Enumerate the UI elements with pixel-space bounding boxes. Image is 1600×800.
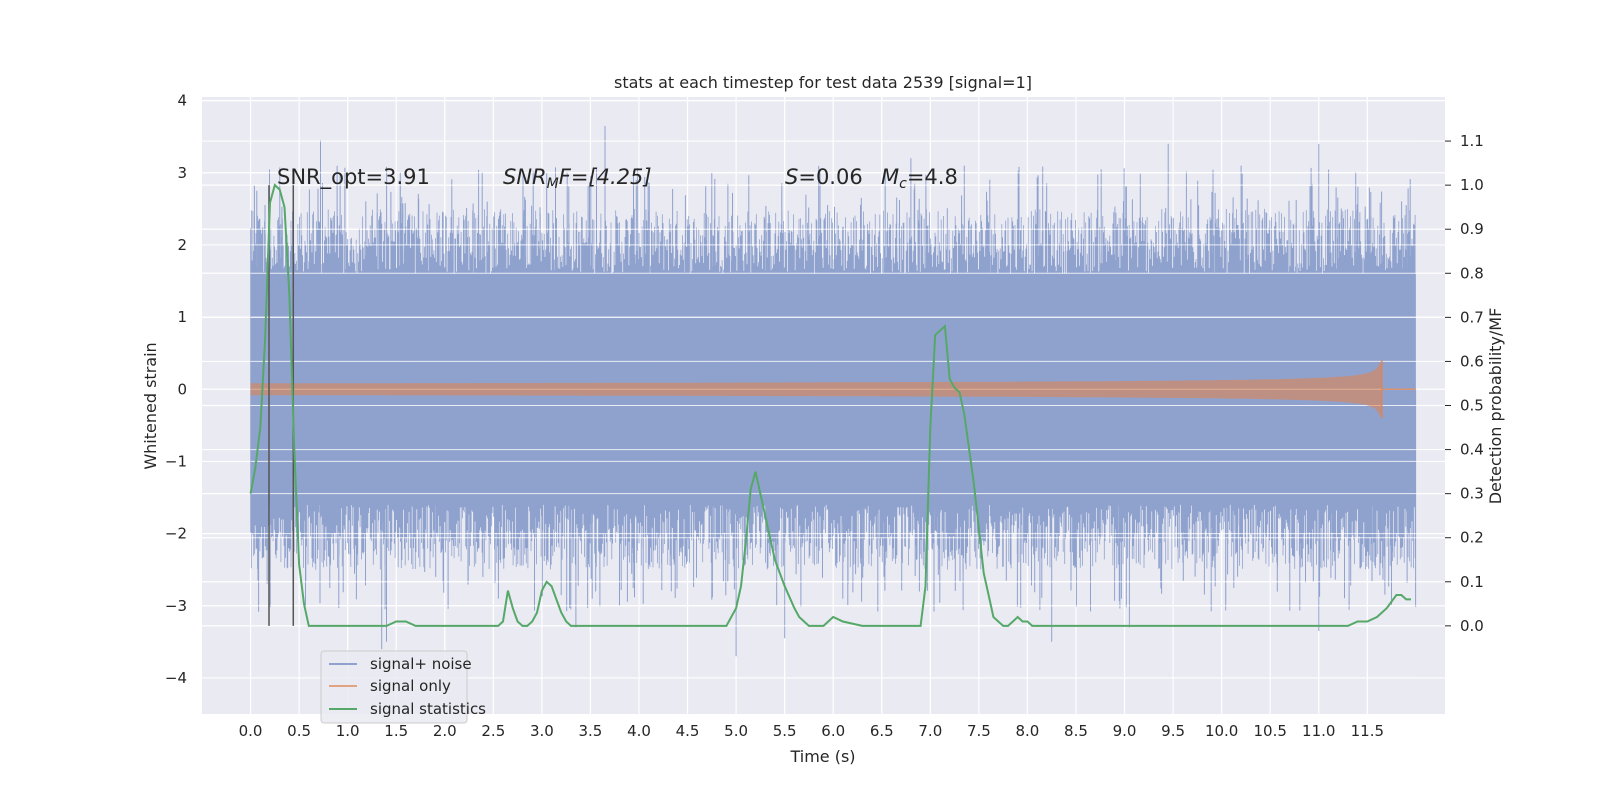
- s-label: S: [785, 165, 798, 189]
- x-tick-label: 3.5: [579, 722, 603, 740]
- x-tick-labels: 0.0 0.5 1.0 1.5 2.0 2.5 3.0 3.5 4.0 4.5 5.0 5.5 6.0 6…: [239, 722, 1384, 740]
- legend-label-signal-statistics: signal statistics: [370, 700, 486, 718]
- mc-label: M: [881, 165, 899, 189]
- mc-value: =4.8: [907, 165, 958, 189]
- x-tick-label: 7.0: [918, 722, 942, 740]
- chart-title: stats at each timestep for test data 253…: [614, 73, 1032, 92]
- x-tick-label: 2.0: [433, 722, 457, 740]
- annotation-s: S=0.06: [785, 165, 863, 189]
- x-tick-label: 4.5: [676, 722, 700, 740]
- x-tick-label: 5.0: [724, 722, 748, 740]
- x-tick-label: 1.0: [336, 722, 360, 740]
- y-right-tick-label: 0.3: [1460, 485, 1484, 503]
- legend-label-signal-only: signal only: [370, 677, 451, 695]
- y-axis-label-right: Detection probability/MF: [1486, 308, 1505, 505]
- x-tick-label: 7.5: [967, 722, 991, 740]
- y-right-tick-label: 0.1: [1460, 573, 1484, 591]
- snr-mf-f: F=[4.25]: [559, 165, 652, 189]
- x-tick-label: 8.0: [1016, 722, 1040, 740]
- y-right-tick-label: 1.1: [1460, 132, 1484, 150]
- snr-mf-sub: M: [547, 176, 559, 192]
- x-tick-label: 9.0: [1113, 722, 1137, 740]
- legend-box: [320, 650, 468, 724]
- x-tick-label: 10.0: [1205, 722, 1238, 740]
- x-tick-label: 11.5: [1351, 722, 1384, 740]
- y-right-tick-label: 0.9: [1460, 220, 1484, 238]
- annotation-mc: Mc=4.8: [881, 165, 958, 192]
- legend-label-signal-noise: signal+ noise: [370, 655, 472, 673]
- signal-statistics-line: [249, 183, 1411, 627]
- x-tick-label: 6.5: [870, 722, 894, 740]
- y-right-tick-label: 0.4: [1460, 441, 1484, 459]
- x-axis-label: Time (s): [789, 747, 855, 766]
- annotation-snr-mf: SNRMF=[4.25]: [503, 165, 652, 192]
- y-right-tick-label: 0.2: [1460, 529, 1484, 547]
- y-right-tick-label: 1.0: [1460, 176, 1484, 194]
- x-tick-label: 1.5: [384, 722, 408, 740]
- y-left-tick-label: −3: [165, 597, 187, 615]
- y-left-tick-labels: −4 −3 −2 −1 0 1 2 3 4: [165, 92, 187, 687]
- y-right-tick-label: 0.8: [1460, 264, 1484, 282]
- x-tick-label: 10.5: [1254, 722, 1287, 740]
- y-right-tick-label: 0.7: [1460, 308, 1484, 326]
- y-right-tick-label: 0.5: [1460, 397, 1484, 415]
- y-right-tick-labels: 0.0 0.1 0.2 0.3 0.4 0.5 0.6 0.7 0.8 0.9 1.0 1.1: [1445, 132, 1484, 635]
- snr-mf-main: SNR: [503, 165, 547, 189]
- x-tick-label: 0.0: [239, 722, 263, 740]
- x-tick-label: 2.5: [481, 722, 505, 740]
- legend: signal+ noise signal only signal statist…: [320, 650, 486, 724]
- y-left-tick-label: 3: [177, 164, 187, 182]
- y-left-tick-label: 1: [177, 308, 187, 326]
- annotation-snr-opt: SNR_opt=3.91: [277, 165, 430, 190]
- y-left-tick-label: −2: [165, 525, 187, 543]
- x-tick-label: 0.5: [287, 722, 311, 740]
- x-tick-label: 11.0: [1302, 722, 1335, 740]
- x-tick-label: 8.5: [1064, 722, 1088, 740]
- x-tick-label: 9.5: [1161, 722, 1185, 740]
- y-left-tick-label: 0: [177, 380, 187, 398]
- mc-sub: c: [899, 176, 907, 192]
- y-left-tick-label: −4: [165, 669, 187, 687]
- chirp-envelope: [250, 359, 1382, 419]
- y-axis-label-left: Whitened strain: [141, 342, 160, 469]
- x-tick-label: 3.0: [530, 722, 554, 740]
- s-value: =0.06: [798, 165, 862, 189]
- y-right-tick-label: 0.0: [1460, 617, 1484, 635]
- x-tick-label: 6.0: [821, 722, 845, 740]
- y-left-tick-label: 4: [177, 92, 187, 110]
- x-tick-label: 4.0: [627, 722, 651, 740]
- signal-statistics-series: [249, 183, 1411, 627]
- y-left-tick-label: 2: [177, 236, 187, 254]
- y-left-tick-label: −1: [165, 452, 187, 470]
- signal-only-series: [250, 359, 1416, 419]
- x-tick-label: 5.5: [773, 722, 797, 740]
- y-right-tick-label: 0.6: [1460, 352, 1484, 370]
